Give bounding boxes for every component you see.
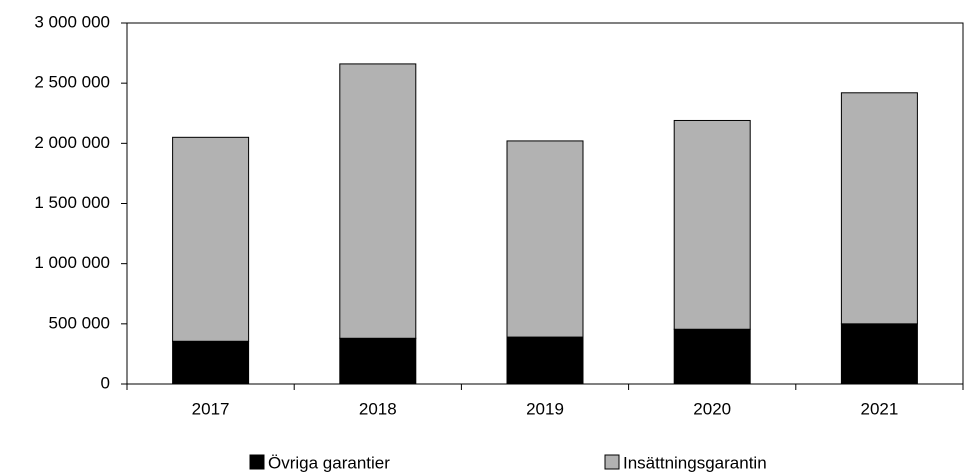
y-tick-label: 2 500 000 (34, 73, 110, 92)
y-tick-label: 500 000 (49, 313, 110, 332)
bar-segment (673, 119, 751, 330)
y-tick-label: 2 000 000 (34, 133, 110, 152)
bar-segment (840, 92, 918, 325)
legend-swatch (249, 454, 265, 470)
bar-segment (339, 63, 417, 339)
x-tick-label: 2020 (693, 399, 731, 418)
legend-label: Insättningsgarantin (623, 453, 767, 472)
legend-label: Övriga garantier (268, 453, 390, 472)
bar-segment (673, 328, 751, 385)
y-tick-label: 0 (101, 373, 110, 392)
bar-segment (506, 336, 584, 385)
x-tick-label: 2017 (192, 399, 230, 418)
bar-segment (172, 340, 250, 385)
bar-segment (840, 323, 918, 385)
y-tick-label: 1 500 000 (34, 193, 110, 212)
x-tick-label: 2021 (860, 399, 898, 418)
bar-segment (172, 136, 250, 342)
x-tick-label: 2018 (359, 399, 397, 418)
legend-swatch (604, 454, 620, 470)
y-tick-label: 1 000 000 (34, 253, 110, 272)
bar-segment (506, 140, 584, 338)
bar-segment (339, 337, 417, 385)
x-tick-label: 2019 (526, 399, 564, 418)
y-tick-label: 3 000 000 (34, 12, 110, 31)
